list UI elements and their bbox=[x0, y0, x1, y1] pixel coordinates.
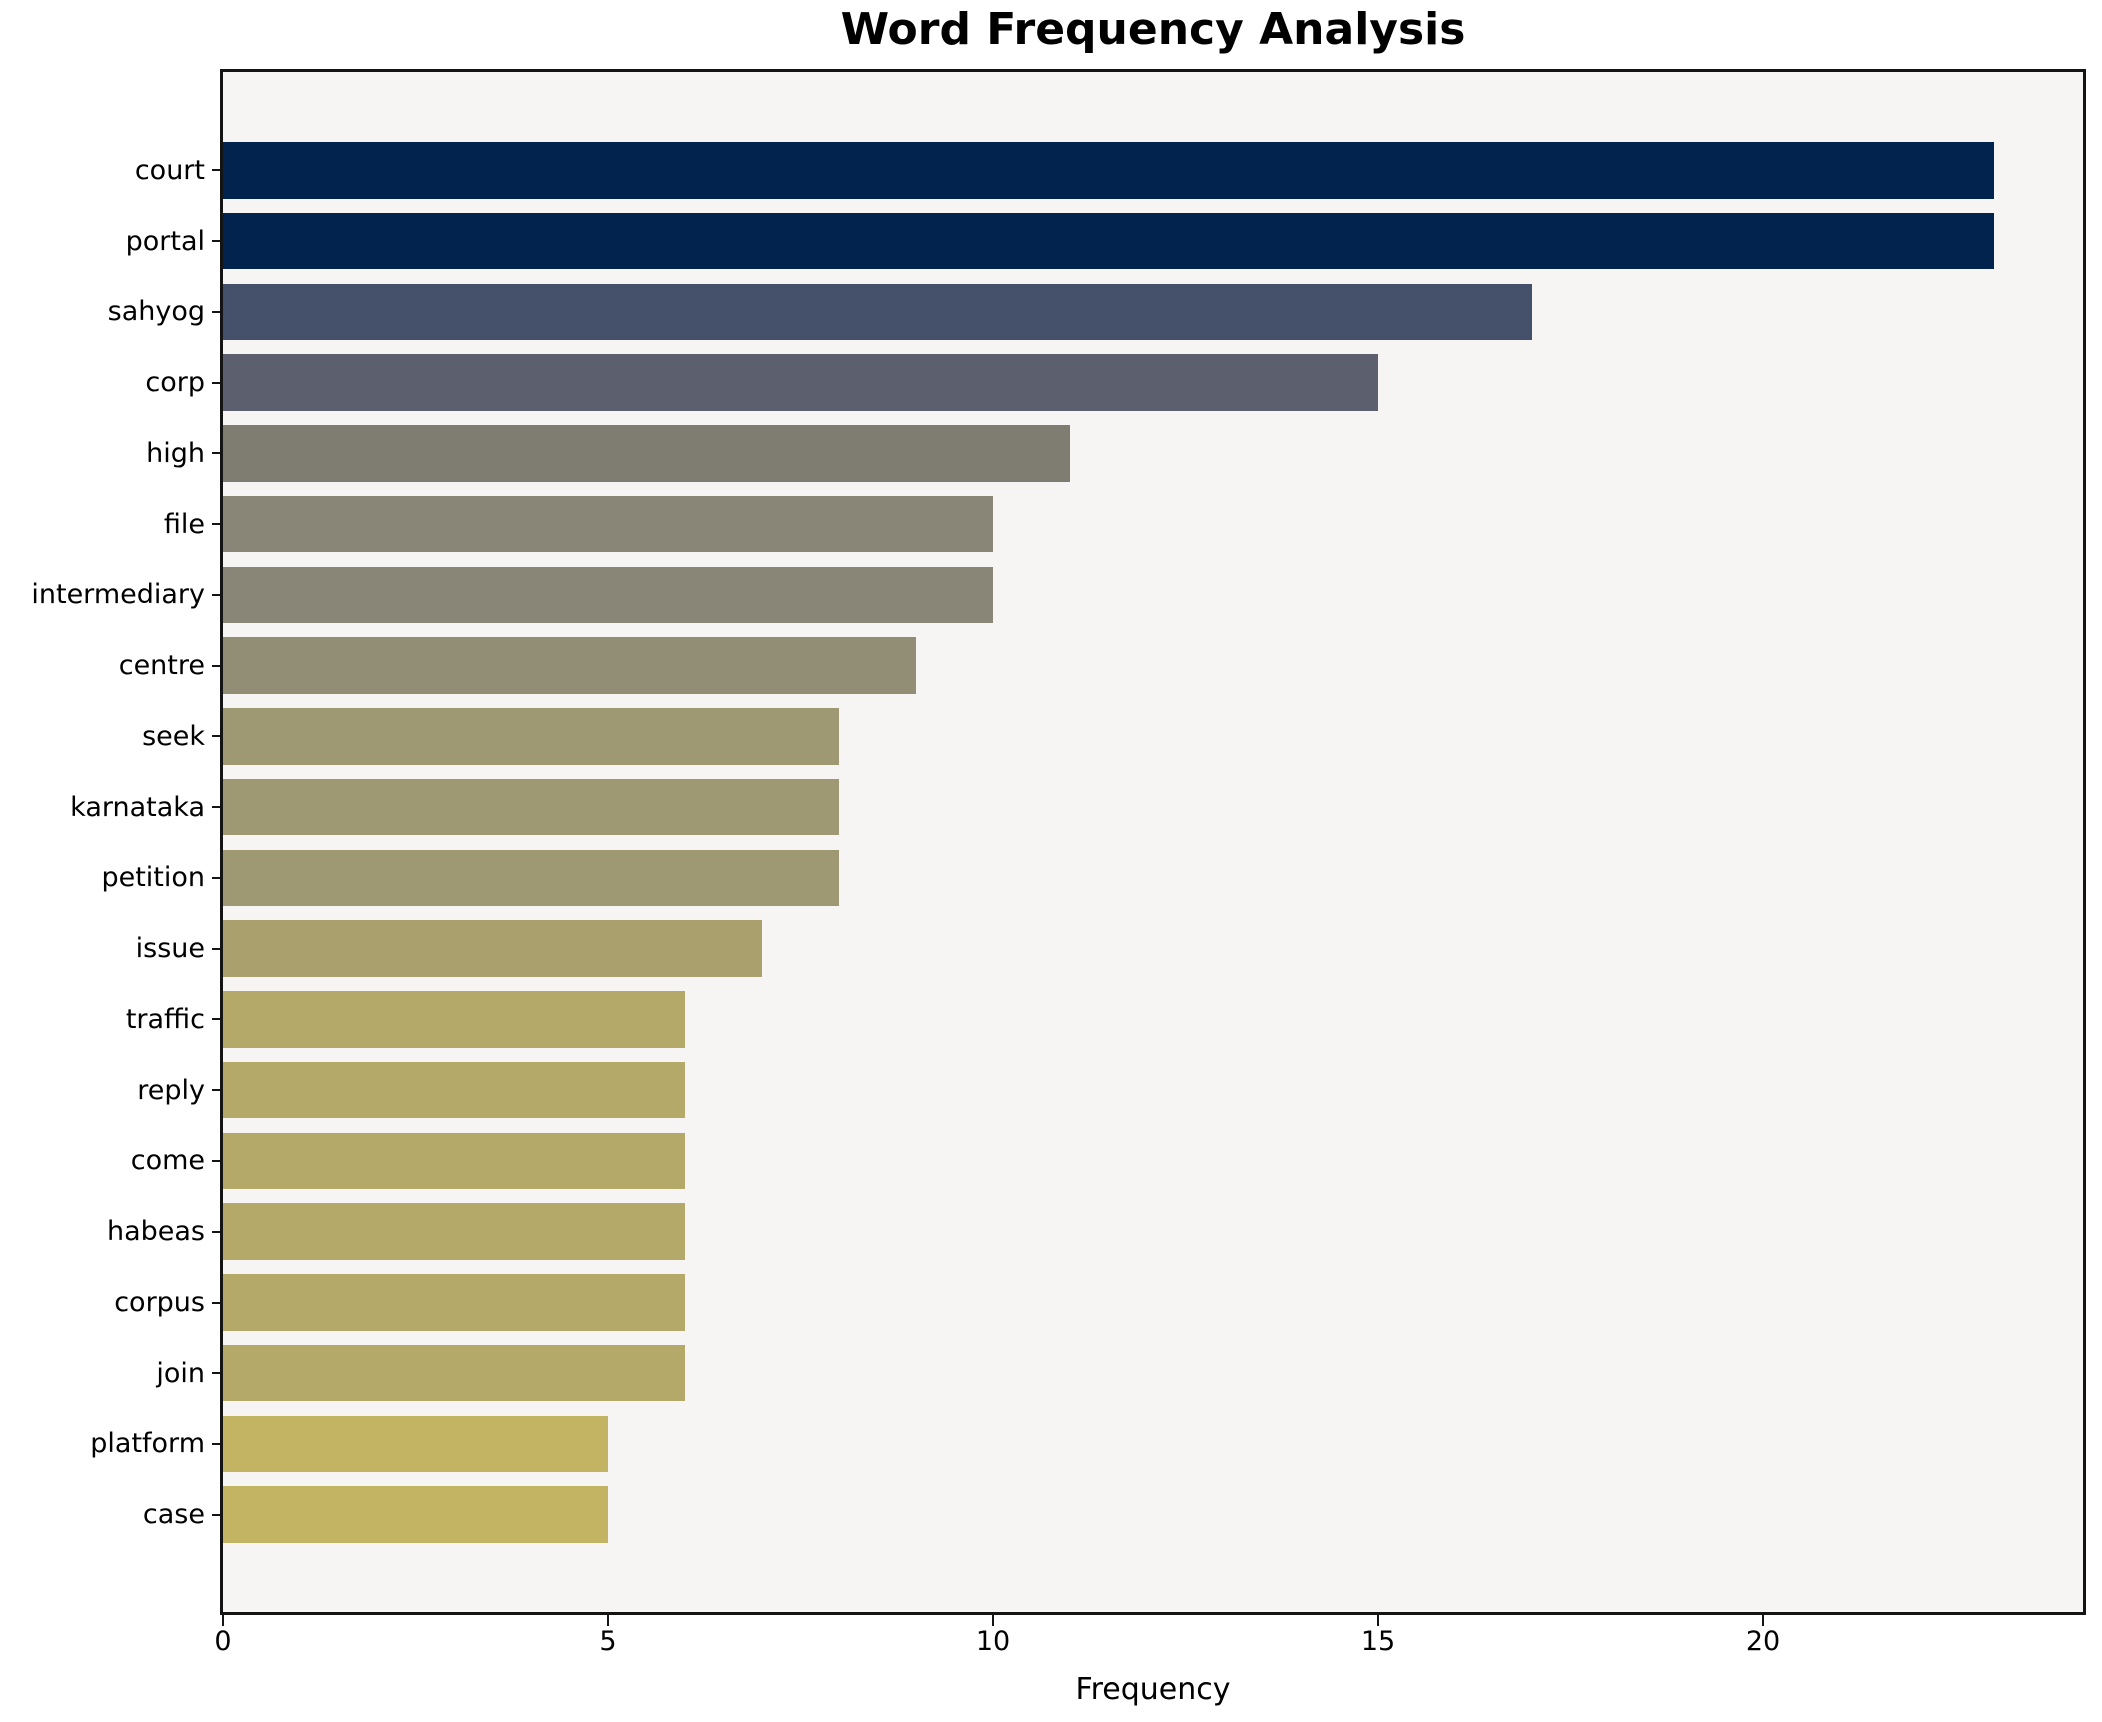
y-tick-mark bbox=[212, 1159, 221, 1162]
y-tick-mark bbox=[212, 310, 221, 313]
y-tick-mark bbox=[212, 1230, 221, 1233]
bar-join bbox=[223, 1344, 685, 1402]
y-tick-mark bbox=[212, 381, 221, 384]
y-tick-label-issue: issue bbox=[135, 933, 205, 965]
y-tick-label-corpus: corpus bbox=[114, 1286, 205, 1318]
x-tick-mark bbox=[992, 1615, 994, 1626]
bar-habeas bbox=[223, 1203, 685, 1260]
y-tick-label-intermediary: intermediary bbox=[31, 579, 205, 611]
bar-centre bbox=[223, 637, 916, 694]
y-tick-label-seek: seek bbox=[142, 720, 205, 752]
y-tick-mark bbox=[212, 876, 221, 879]
x-tick-label-5: 5 bbox=[599, 1626, 617, 1657]
y-tick-label-reply: reply bbox=[137, 1074, 205, 1106]
chart-title: Word Frequency Analysis bbox=[840, 4, 1466, 55]
y-tick-label-portal: portal bbox=[125, 225, 205, 257]
y-tick-mark bbox=[212, 1301, 221, 1304]
x-tick-mark bbox=[1762, 1615, 1764, 1626]
y-tick-mark bbox=[212, 240, 221, 243]
y-tick-label-traffic: traffic bbox=[125, 1003, 205, 1035]
x-tick-mark bbox=[1377, 1615, 1379, 1626]
x-tick-mark bbox=[222, 1615, 224, 1626]
y-tick-label-centre: centre bbox=[118, 650, 205, 682]
bar-issue bbox=[223, 920, 762, 977]
bar-file bbox=[223, 495, 993, 553]
bar-traffic bbox=[223, 991, 685, 1048]
y-tick-mark bbox=[212, 735, 221, 738]
x-tick-label-20: 20 bbox=[1745, 1626, 1781, 1657]
bar-court bbox=[223, 142, 1994, 199]
bar-sahyog bbox=[223, 283, 1532, 341]
bar-come bbox=[223, 1132, 685, 1190]
bar-corpus bbox=[223, 1274, 685, 1331]
bar-case bbox=[223, 1486, 608, 1543]
y-tick-mark bbox=[212, 947, 221, 950]
y-tick-mark bbox=[212, 593, 221, 596]
bar-corp bbox=[223, 354, 1378, 411]
plot-area bbox=[220, 69, 2086, 1615]
y-tick-mark bbox=[212, 452, 221, 455]
y-tick-mark bbox=[212, 1443, 221, 1445]
bar-petition bbox=[223, 849, 839, 907]
y-tick-mark bbox=[212, 523, 221, 526]
y-tick-label-file: file bbox=[163, 508, 205, 540]
bar-portal bbox=[223, 212, 1994, 270]
bar-platform bbox=[223, 1415, 608, 1473]
y-tick-label-platform: platform bbox=[90, 1428, 205, 1460]
y-tick-label-high: high bbox=[146, 437, 205, 469]
x-axis-label: Frequency bbox=[1075, 1672, 1231, 1707]
y-tick-label-petition: petition bbox=[101, 862, 205, 894]
y-tick-mark bbox=[212, 169, 221, 172]
x-tick-mark bbox=[607, 1615, 609, 1626]
y-tick-mark bbox=[212, 1089, 221, 1092]
y-tick-label-join: join bbox=[156, 1357, 205, 1389]
y-tick-label-corp: corp bbox=[145, 367, 205, 399]
y-tick-label-court: court bbox=[134, 154, 205, 186]
y-tick-mark bbox=[212, 1513, 221, 1516]
x-tick-label-0: 0 bbox=[214, 1626, 232, 1657]
x-tick-label-15: 15 bbox=[1360, 1626, 1396, 1657]
y-tick-label-sahyog: sahyog bbox=[107, 296, 205, 328]
bar-seek bbox=[223, 708, 839, 765]
bar-high bbox=[223, 425, 1070, 482]
y-tick-mark bbox=[212, 1372, 221, 1375]
y-tick-label-come: come bbox=[130, 1145, 205, 1177]
x-tick-label-10: 10 bbox=[975, 1626, 1011, 1657]
bar-reply bbox=[223, 1061, 685, 1119]
y-tick-label-case: case bbox=[142, 1499, 205, 1531]
y-tick-label-habeas: habeas bbox=[106, 1216, 205, 1248]
bar-karnataka bbox=[223, 778, 839, 836]
y-tick-mark bbox=[212, 806, 221, 809]
y-tick-mark bbox=[212, 1018, 221, 1021]
y-tick-label-karnataka: karnataka bbox=[70, 791, 205, 823]
bar-intermediary bbox=[223, 566, 993, 624]
y-tick-mark bbox=[212, 664, 221, 667]
